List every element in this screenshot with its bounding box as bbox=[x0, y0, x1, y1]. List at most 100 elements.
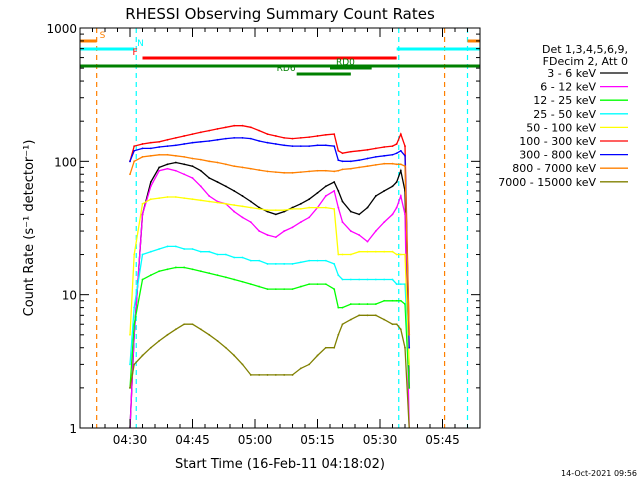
x-tick-label-0: 04:30 bbox=[113, 433, 148, 447]
data-point-2-22 bbox=[308, 283, 311, 286]
data-point-4-33 bbox=[391, 250, 394, 253]
data-point-0-7 bbox=[183, 163, 186, 166]
data-point-2-23 bbox=[316, 283, 319, 286]
data-point-2-12 bbox=[224, 276, 227, 279]
data-point-5-22 bbox=[308, 136, 311, 138]
data-point-3-30 bbox=[366, 278, 369, 281]
data-point-1-33 bbox=[391, 213, 394, 216]
data-point-8-19 bbox=[283, 374, 286, 376]
data-point-4-31 bbox=[374, 250, 377, 253]
data-point-6-22 bbox=[308, 145, 311, 148]
data-point-0-35 bbox=[399, 169, 402, 172]
data-point-7-30 bbox=[366, 165, 369, 168]
data-point-7-4 bbox=[158, 153, 161, 156]
data-point-2-37 bbox=[408, 386, 411, 389]
data-point-2-32 bbox=[383, 299, 386, 302]
series-line-1 bbox=[129, 168, 410, 428]
data-point-8-16 bbox=[258, 374, 261, 376]
data-point-0-13 bbox=[233, 190, 236, 192]
data-point-0-26 bbox=[337, 190, 340, 192]
data-point-1-29 bbox=[358, 234, 361, 236]
data-layer bbox=[80, 28, 480, 428]
data-point-6-28 bbox=[349, 160, 352, 163]
data-point-3-1 bbox=[133, 306, 136, 309]
data-point-7-35 bbox=[399, 163, 402, 166]
data-point-8-30 bbox=[366, 314, 369, 317]
legend-label-4: 50 - 100 keV bbox=[526, 121, 596, 134]
data-point-8-5 bbox=[166, 333, 169, 336]
data-point-4-19 bbox=[283, 209, 286, 212]
data-point-7-5 bbox=[166, 153, 169, 156]
data-point-1-13 bbox=[233, 210, 236, 213]
data-point-5-28 bbox=[349, 150, 352, 153]
data-point-4-25 bbox=[333, 207, 336, 210]
series-line-2 bbox=[129, 266, 410, 388]
data-point-7-3 bbox=[149, 154, 152, 157]
data-point-0-10 bbox=[208, 177, 211, 179]
data-point-2-3 bbox=[149, 274, 152, 277]
data-point-3-0 bbox=[129, 363, 131, 366]
data-point-7-11 bbox=[216, 161, 219, 164]
data-point-6-27 bbox=[341, 160, 344, 163]
data-point-5-31 bbox=[374, 147, 377, 150]
data-point-2-29 bbox=[358, 303, 361, 305]
data-point-6-9 bbox=[199, 140, 202, 143]
data-point-4-14 bbox=[241, 205, 244, 208]
data-point-0-22 bbox=[308, 198, 311, 201]
data-point-7-7 bbox=[183, 155, 186, 158]
data-point-8-6 bbox=[174, 328, 177, 331]
data-point-3-32 bbox=[383, 278, 386, 281]
data-point-4-17 bbox=[266, 209, 269, 212]
data-point-4-3 bbox=[149, 198, 152, 201]
data-point-2-31 bbox=[374, 303, 377, 305]
legend-header-0: Det 1,3,4,5,6,9, bbox=[542, 43, 628, 56]
data-point-8-33 bbox=[391, 323, 394, 326]
data-point-7-8 bbox=[191, 157, 194, 160]
legend-label-8: 7000 - 15000 keV bbox=[498, 176, 596, 189]
x-tick-label-4: 05:30 bbox=[363, 433, 398, 447]
data-point-2-24 bbox=[324, 283, 327, 286]
data-point-1-26 bbox=[337, 206, 340, 209]
data-point-6-11 bbox=[216, 138, 219, 141]
data-point-6-0 bbox=[129, 160, 131, 163]
data-point-3-18 bbox=[274, 263, 277, 265]
data-point-6-26 bbox=[337, 159, 340, 162]
data-point-3-19 bbox=[283, 263, 286, 265]
data-point-6-21 bbox=[299, 145, 302, 148]
data-point-8-11 bbox=[216, 340, 219, 342]
data-point-2-21 bbox=[299, 285, 302, 288]
state-bar-label-3: RD0 bbox=[336, 58, 355, 68]
data-point-3-11 bbox=[216, 253, 219, 256]
data-point-7-32 bbox=[383, 162, 386, 165]
data-point-6-10 bbox=[208, 140, 211, 142]
y-tick-label-0: 1 bbox=[69, 422, 77, 436]
data-point-5-9 bbox=[199, 131, 202, 134]
data-point-6-15 bbox=[249, 137, 252, 140]
data-point-7-2 bbox=[141, 155, 144, 158]
legend-label-2: 12 - 25 keV bbox=[533, 94, 596, 107]
data-point-2-34 bbox=[395, 299, 398, 302]
data-point-5-3 bbox=[149, 141, 152, 144]
data-point-1-31 bbox=[374, 230, 377, 232]
data-point-5-14 bbox=[241, 124, 244, 127]
data-point-6-6 bbox=[174, 144, 177, 147]
data-point-0-3 bbox=[149, 181, 152, 183]
data-point-6-29 bbox=[358, 159, 361, 162]
y-axis-label: Count Rate (s⁻¹ detector⁻¹) bbox=[22, 140, 37, 317]
data-point-2-19 bbox=[283, 288, 286, 291]
data-point-3-5 bbox=[166, 245, 169, 248]
data-point-2-28 bbox=[349, 303, 352, 305]
data-point-3-14 bbox=[241, 256, 244, 259]
data-point-4-23 bbox=[316, 206, 319, 209]
data-point-0-6 bbox=[174, 161, 177, 164]
data-point-8-0 bbox=[129, 386, 131, 389]
data-point-3-8 bbox=[191, 248, 194, 250]
data-point-1-36 bbox=[404, 213, 406, 216]
data-point-0-27 bbox=[341, 200, 344, 203]
data-point-8-4 bbox=[158, 340, 161, 342]
data-point-4-13 bbox=[233, 204, 236, 206]
data-point-5-24 bbox=[324, 133, 327, 136]
data-point-4-16 bbox=[258, 207, 261, 210]
data-point-6-34 bbox=[395, 152, 398, 155]
series-line-5 bbox=[129, 125, 410, 335]
